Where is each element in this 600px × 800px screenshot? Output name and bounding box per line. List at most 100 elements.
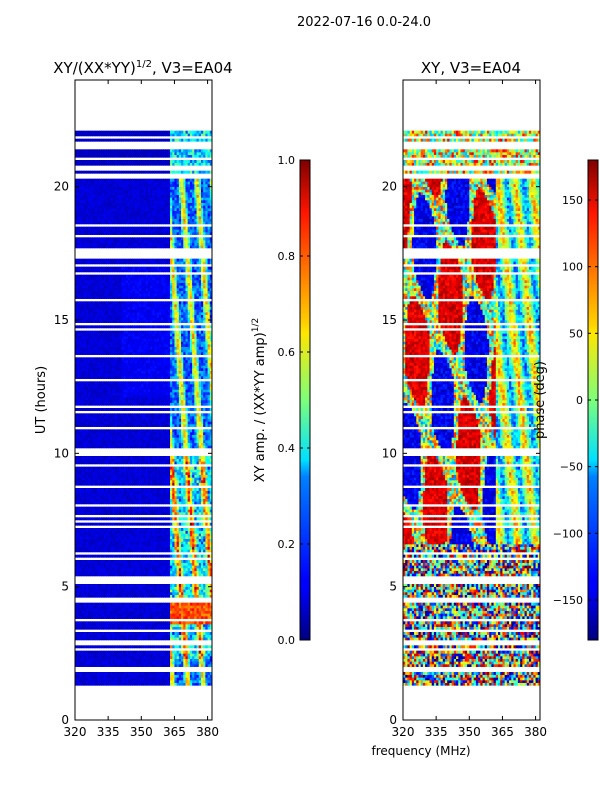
- heatmap-cell: [79, 650, 83, 654]
- heatmap-cell: [125, 586, 129, 590]
- heatmap-cell: [101, 616, 105, 619]
- heatmap-cell: [196, 562, 200, 566]
- heatmap-cell: [99, 533, 102, 537]
- heatmap-cell: [156, 573, 160, 577]
- heatmap-cell: [123, 584, 127, 587]
- heatmap-cell: [196, 672, 200, 675]
- heatmap-cell: [83, 616, 87, 619]
- heatmap-cell: [196, 544, 200, 547]
- heatmap-cell: [170, 613, 173, 617]
- heatmap-cell: [114, 645, 118, 649]
- heatmap-cell: [183, 573, 186, 577]
- heatmap-cell: [94, 546, 98, 550]
- heatmap-cell: [176, 549, 180, 553]
- heatmap-cell: [198, 565, 202, 569]
- heatmap-cell: [163, 661, 166, 665]
- heatmap-cell: [116, 674, 120, 678]
- heatmap-cell: [189, 544, 193, 547]
- heatmap-cell: [123, 680, 127, 683]
- heatmap-cell: [139, 634, 142, 638]
- heatmap-cell: [185, 573, 189, 577]
- heatmap-cell: [81, 554, 85, 558]
- heatmap-cell: [99, 672, 102, 675]
- heatmap-cell: [147, 624, 151, 627]
- heatmap-cell: [178, 549, 182, 553]
- heatmap-cell: [156, 594, 160, 598]
- heatmap-cell: [176, 568, 180, 571]
- heatmap-cell: [185, 626, 189, 630]
- heatmap-cell: [183, 584, 186, 587]
- heatmap-cell: [152, 621, 155, 625]
- heatmap-cell: [167, 682, 171, 686]
- heatmap-cell: [139, 608, 142, 611]
- heatmap-cell: [116, 586, 120, 590]
- heatmap-cell: [75, 546, 78, 550]
- heatmap-cell: [156, 560, 160, 563]
- heatmap-cell: [200, 589, 204, 593]
- heatmap-cell: [158, 544, 162, 547]
- heatmap-cell: [125, 645, 129, 649]
- heatmap-cell: [178, 626, 182, 630]
- heatmap-cell: [88, 562, 91, 566]
- heatmap-cell: [101, 682, 105, 686]
- heatmap-cell: [81, 546, 85, 550]
- heatmap-cell: [205, 560, 208, 563]
- heatmap-cell: [147, 549, 151, 553]
- heatmap-cell: [147, 554, 151, 558]
- heatmap-cell: [108, 608, 111, 611]
- heatmap-cell: [94, 664, 98, 667]
- heatmap-cell: [136, 680, 140, 683]
- heatmap-cell: [112, 584, 116, 587]
- heatmap-cell: [119, 570, 122, 574]
- heatmap-cell: [165, 573, 169, 577]
- heatmap-cell: [147, 608, 151, 611]
- heatmap-cell: [114, 672, 118, 675]
- heatmap-cell: [105, 674, 109, 678]
- heatmap-cell: [170, 656, 173, 659]
- heatmap-cell: [143, 621, 147, 625]
- heatmap-cell: [176, 677, 180, 681]
- heatmap-cell: [183, 624, 186, 627]
- heatmap-cell: [114, 626, 118, 630]
- heatmap-cell: [165, 605, 169, 609]
- heatmap-cell: [189, 584, 193, 587]
- heatmap-cell: [172, 677, 175, 681]
- heatmap-cell: [134, 664, 138, 667]
- heatmap-cell: [88, 533, 91, 537]
- heatmap-cell: [192, 613, 195, 617]
- heatmap-cell: [154, 538, 158, 542]
- heatmap-cell: [103, 584, 107, 587]
- heatmap-cell: [154, 664, 158, 667]
- heatmap-cell: [77, 680, 80, 683]
- heatmap-cell: [81, 608, 85, 611]
- heatmap-cell: [203, 632, 206, 635]
- heatmap-cell: [145, 616, 149, 619]
- heatmap-cell: [130, 626, 133, 630]
- heatmap-cell: [136, 592, 140, 595]
- heatmap-cell: [172, 536, 175, 539]
- heatmap-cell: [200, 626, 204, 630]
- heatmap-cell: [119, 653, 122, 657]
- heatmap-cell: [209, 624, 212, 627]
- heatmap-cell: [141, 680, 144, 683]
- heatmap-cell: [121, 634, 125, 638]
- heatmap-cell: [75, 608, 78, 611]
- heatmap-cell: [187, 677, 191, 681]
- heatmap-cell: [192, 626, 195, 630]
- heatmap-cell: [187, 650, 191, 654]
- heatmap-cell: [143, 634, 147, 638]
- heatmap-cell: [176, 570, 180, 574]
- heatmap-cell: [150, 682, 153, 686]
- heatmap-cell: [203, 613, 206, 617]
- heatmap-cell: [156, 682, 160, 686]
- heatmap-cell: [97, 549, 100, 553]
- heatmap-cell: [156, 565, 160, 569]
- heatmap-cell: [161, 672, 164, 675]
- heatmap-cell: [178, 541, 182, 545]
- heatmap-cell: [134, 616, 138, 619]
- heatmap-cell: [81, 616, 85, 619]
- heatmap-cell: [209, 653, 212, 657]
- heatmap-cell: [92, 584, 96, 587]
- heatmap-cell: [81, 594, 85, 598]
- heatmap-cell: [170, 592, 173, 595]
